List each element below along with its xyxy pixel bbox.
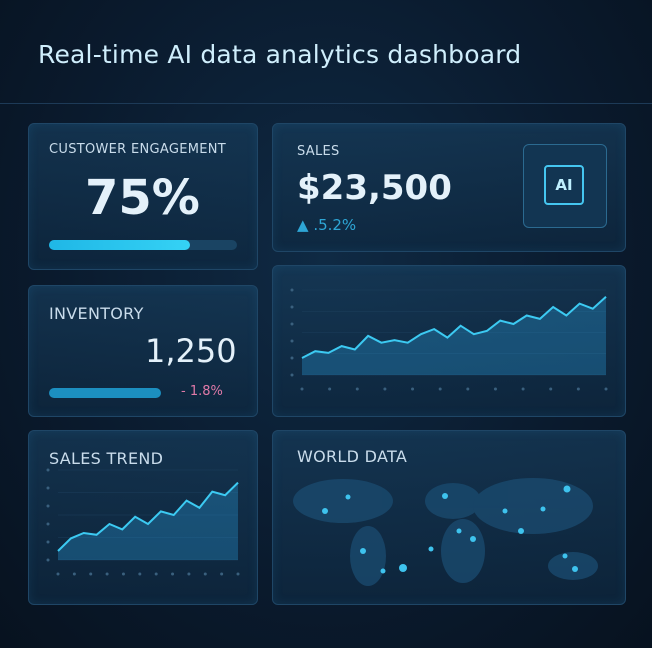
tick-dot <box>203 572 207 576</box>
tick-dot <box>411 387 415 391</box>
tick-dot <box>105 572 109 576</box>
world-map <box>293 478 598 586</box>
tick-dot <box>355 387 359 391</box>
tick-dot <box>46 540 50 544</box>
area <box>58 482 238 560</box>
engagement-card: CUSTOWER ENGAGEMENT 75% <box>28 123 258 270</box>
tick-dot <box>89 572 93 576</box>
engagement-value: 75% <box>85 170 200 226</box>
inventory-label: INVENTORY <box>49 304 144 323</box>
tick-dot <box>290 305 294 309</box>
tick-dot <box>328 387 332 391</box>
separator <box>0 103 652 104</box>
line <box>301 296 607 359</box>
sales-card: SALES $23,500 ▲ .5.2% AI <box>272 123 626 252</box>
tick-dot <box>46 504 50 508</box>
tick-dot <box>46 486 50 490</box>
tick-dot <box>290 322 294 326</box>
world-card: WORLD DATA <box>272 430 626 605</box>
tick-dot <box>56 572 60 576</box>
inventory-value: 1,250 <box>145 332 237 370</box>
tick-dot <box>290 356 294 360</box>
tick-dot <box>493 387 497 391</box>
inventory-change: - 1.8% <box>181 384 223 399</box>
tick-dot <box>220 572 224 576</box>
tick-dot <box>72 572 76 576</box>
engagement-label: CUSTOWER ENGAGEMENT <box>49 142 227 157</box>
inventory-card: INVENTORY 1,250 - 1.8% <box>28 285 258 417</box>
tick-dot <box>383 387 387 391</box>
tick-dot <box>46 468 50 472</box>
tick-dot <box>521 387 525 391</box>
title: Real-time AI data analytics dashboard <box>38 40 522 69</box>
sales-change: ▲ .5.2% <box>297 216 357 234</box>
sales-value: $23,500 <box>297 168 452 208</box>
ai-icon-box: AI <box>523 144 607 228</box>
tick-dot <box>300 387 304 391</box>
tick-dot <box>46 522 50 526</box>
tick-dot <box>290 288 294 292</box>
sales-trend-label: SALES TREND <box>49 449 164 468</box>
tick-dot <box>154 572 158 576</box>
sales-trend-card: SALES TREND <box>28 430 258 605</box>
tick-dot <box>576 387 580 391</box>
tick-dot <box>438 387 442 391</box>
tick-dot <box>187 572 191 576</box>
area <box>302 296 606 375</box>
tick-dot <box>171 572 175 576</box>
ai-chip: AI <box>544 165 584 205</box>
sales-label: SALES <box>297 144 340 159</box>
tick-dot <box>290 373 294 377</box>
trend-card <box>272 265 626 417</box>
engagement-bar <box>49 240 190 250</box>
tick-dot <box>46 558 50 562</box>
tick-dot <box>138 572 142 576</box>
tick-dot <box>604 387 608 391</box>
tick-dot <box>121 572 125 576</box>
tick-dot <box>549 387 553 391</box>
engagement-bar-track <box>49 240 237 250</box>
tick-dot <box>466 387 470 391</box>
world-label: WORLD DATA <box>297 447 408 466</box>
tick-dot <box>236 572 240 576</box>
inventory-bar <box>49 388 161 398</box>
sales-change-text: .5.2% <box>313 216 357 234</box>
line <box>57 481 239 552</box>
tick-dot <box>290 339 294 343</box>
